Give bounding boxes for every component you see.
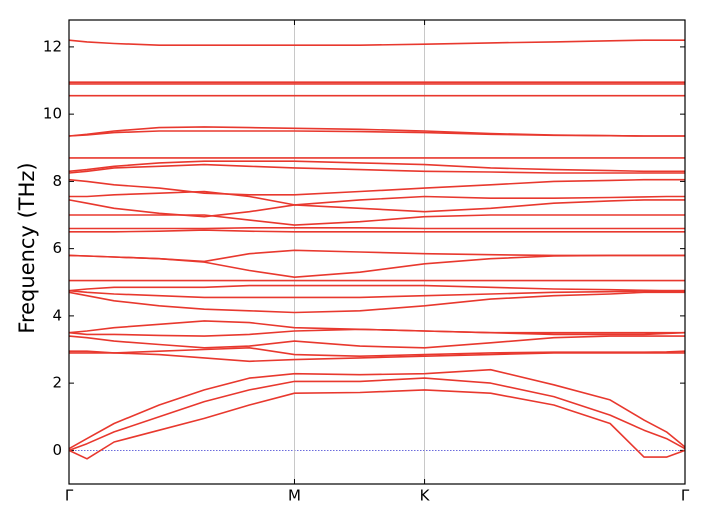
- band-line: [68, 284, 685, 292]
- y-tick-label: 6: [52, 239, 62, 257]
- band-line: [68, 199, 685, 218]
- band-line: [69, 190, 685, 206]
- band-line: [69, 227, 685, 230]
- band-line: [68, 389, 686, 460]
- band-line: [68, 160, 685, 173]
- x-tick-label: M: [288, 487, 301, 505]
- band-line: [68, 320, 685, 334]
- band-line: [68, 368, 686, 450]
- x-tick-label: Γ: [65, 487, 74, 505]
- band-line: [68, 163, 685, 174]
- band-line: [68, 178, 685, 196]
- y-tick-label: 10: [43, 105, 62, 123]
- y-tick-label: 8: [52, 172, 62, 190]
- y-tick-label: 0: [52, 441, 62, 459]
- plot-frame: [68, 19, 686, 485]
- band-line: [68, 289, 685, 299]
- band-line: [68, 249, 685, 263]
- x-tick-label: K: [420, 487, 431, 505]
- y-axis-label: Frequency (THz): [15, 162, 39, 333]
- band-line: [69, 347, 686, 357]
- band-line: [68, 39, 685, 46]
- y-tick-label: 4: [52, 306, 62, 324]
- band-line: [69, 229, 685, 233]
- band-line: [68, 328, 686, 337]
- y-tick-label: 2: [52, 374, 62, 392]
- band-line: [68, 335, 685, 349]
- band-line: [68, 126, 685, 137]
- y-tick-label: 12: [43, 37, 62, 55]
- band-line: [69, 214, 685, 226]
- band-line: [69, 352, 685, 363]
- band-line: [68, 377, 686, 452]
- x-tick-label: Γ: [681, 487, 690, 505]
- band-line: [68, 291, 685, 314]
